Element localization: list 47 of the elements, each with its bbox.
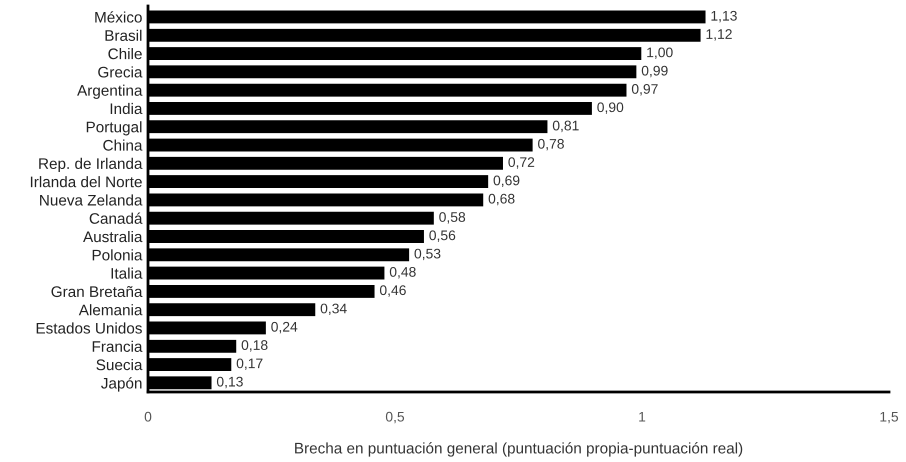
- data-label: 0,13: [216, 376, 243, 388]
- data-label: 0,53: [414, 248, 440, 260]
- x-tick-label: 1,5: [880, 412, 898, 424]
- data-label: 0,99: [642, 66, 668, 78]
- y-tick-label: Francia: [92, 340, 142, 352]
- y-tick-label: Canadá: [90, 212, 142, 224]
- data-label: 0,72: [508, 157, 534, 169]
- y-tick-label: Irlanda del Norte: [30, 176, 142, 188]
- y-tick-label: Chile: [108, 48, 142, 60]
- y-tick-label: Suecia: [96, 359, 142, 370]
- y-tick-label: Australia: [83, 230, 142, 242]
- data-label: 0,48: [390, 266, 416, 278]
- y-tick-label: México: [95, 11, 142, 23]
- data-label: 1,13: [711, 10, 737, 22]
- y-tick-label: Nueva Zelanda: [40, 194, 142, 206]
- data-label: 1,12: [706, 29, 732, 41]
- data-label: 0,68: [488, 194, 515, 206]
- data-label: 0,34: [320, 304, 347, 316]
- y-tick-label: China: [103, 139, 142, 151]
- x-tick-label: 1: [639, 412, 646, 422]
- data-label: 0,17: [236, 358, 262, 370]
- y-tick-label: Polonia: [92, 249, 142, 260]
- data-label: 0,46: [380, 285, 406, 297]
- x-tick-label: 0: [144, 412, 152, 422]
- y-tick-label: Alemania: [78, 304, 142, 316]
- y-tick-label: Japón: [101, 377, 142, 392]
- data-label: 0,58: [439, 212, 466, 224]
- data-label: 0,24: [271, 322, 298, 334]
- data-label: 1,00: [647, 47, 673, 59]
- y-tick-label: India: [110, 102, 142, 114]
- x-axis-title: Brecha en puntuación general (puntuación propia-puntuación real): [295, 442, 742, 457]
- x-tick-label: 0,5: [386, 412, 404, 424]
- data-label: 0,69: [494, 176, 520, 187]
- y-tick-label: Argentina: [77, 84, 142, 99]
- y-tick-label: Brasil: [105, 30, 142, 41]
- data-label: 0,81: [552, 120, 579, 132]
- y-tick-label: Rep. de Irlanda: [39, 158, 142, 172]
- y-tick-label: Grecia: [98, 66, 142, 78]
- data-label: 0,97: [632, 84, 658, 96]
- y-tick-label: Italia: [112, 268, 142, 279]
- y-tick-label: Portugal: [86, 121, 142, 136]
- data-label: 0,90: [597, 102, 624, 114]
- data-label: 0,18: [242, 340, 268, 352]
- data-label: 0,78: [538, 138, 564, 150]
- data-label: 0,56: [429, 230, 456, 242]
- y-tick-label: Gran Bretaña: [52, 286, 142, 298]
- y-tick-label: Estados Unidos: [36, 322, 142, 334]
